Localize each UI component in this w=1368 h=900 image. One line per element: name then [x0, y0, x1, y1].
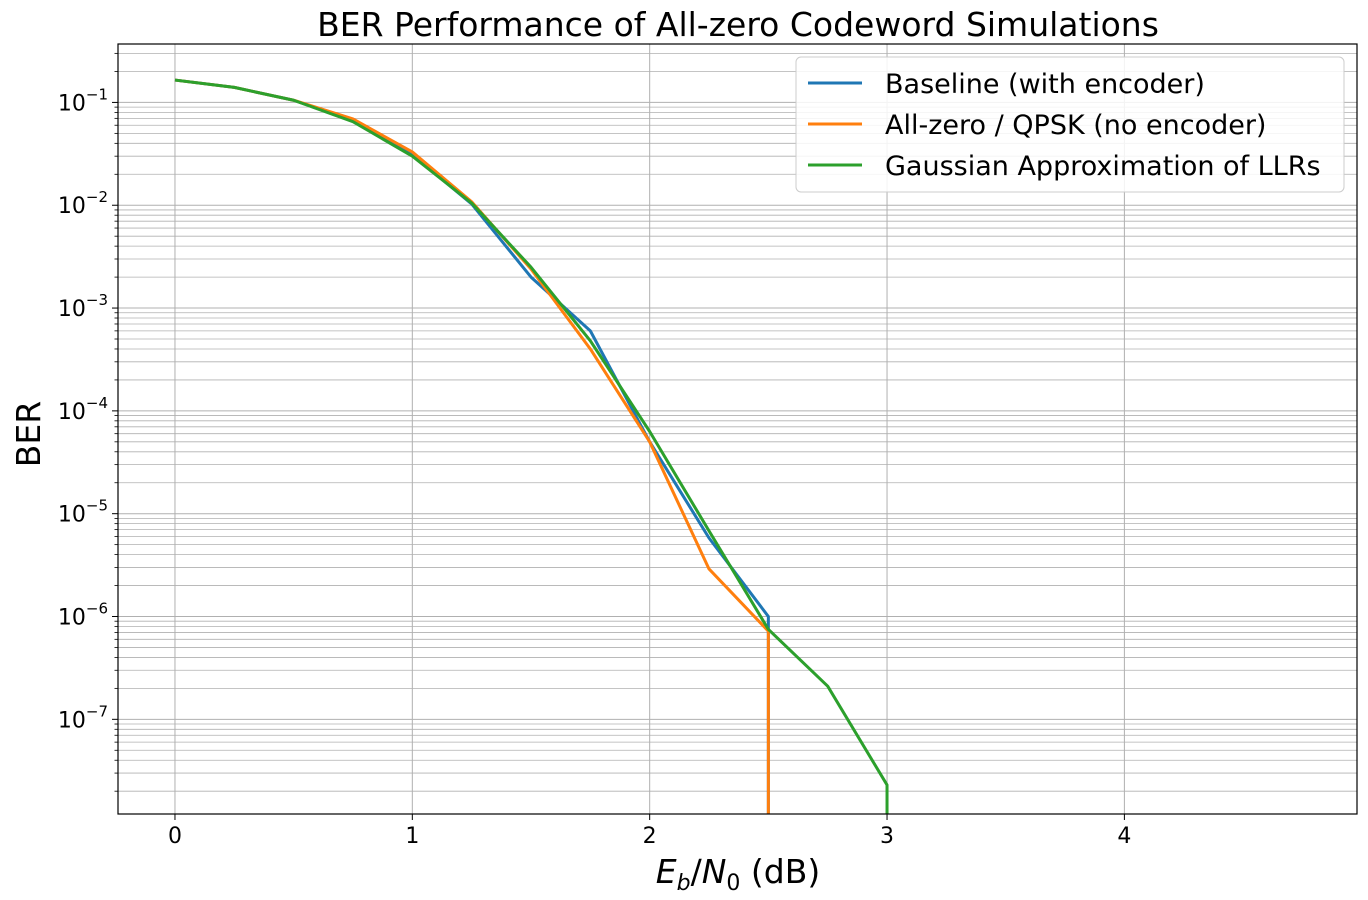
legend-label-2: All-zero / QPSK (no encoder) — [885, 110, 1266, 141]
x-tick-label: 1 — [405, 824, 419, 849]
legend-label-1: Baseline (with encoder) — [885, 69, 1205, 100]
y-tick-label: 10−2 — [58, 188, 108, 219]
y-tick-label: 10−5 — [58, 497, 108, 528]
x-label-slash: / — [691, 852, 703, 891]
legend: Baseline (with encoder) All-zero / QPSK (… — [795, 56, 1345, 193]
tick-labels: 0 1 2 3 4 10−7 10−6 10−5 10−4 10−3 10−2 10−1 — [58, 52, 1131, 849]
chart-title: BER Performance of All-zero Codeword Sim… — [317, 5, 1159, 44]
series-lines — [174, 78, 889, 814]
x-tick-label: 3 — [880, 824, 894, 849]
grid — [118, 44, 1357, 814]
x-tick-label: 2 — [643, 824, 657, 849]
y-tick-label: 10−4 — [58, 394, 108, 425]
plot-frame — [117, 43, 1358, 815]
legend-box — [795, 56, 1345, 193]
y-tick-label: 10−3 — [58, 291, 108, 322]
x-label-e: E — [656, 852, 677, 891]
series-line-2 — [174, 78, 770, 814]
series-line-3 — [174, 78, 889, 814]
x-label-zero-subscript: 0 — [726, 871, 740, 896]
x-label-n: N — [702, 852, 727, 891]
y-axis-label: BER — [9, 401, 48, 467]
x-axis-label: Eb/N0 (dB) — [656, 852, 820, 896]
y-tick-label: 10−1 — [58, 85, 108, 116]
y-tick-label: 10−7 — [58, 702, 108, 733]
x-label-b-subscript: b — [677, 871, 691, 896]
series-line-1 — [174, 78, 770, 814]
x-tick-label: 0 — [168, 824, 182, 849]
x-tick-label: 4 — [1117, 824, 1131, 849]
y-tick-label: 10−6 — [58, 600, 108, 631]
legend-label-3: Gaussian Approximation of LLRs — [885, 151, 1321, 182]
x-label-unit: (dB) — [740, 852, 820, 891]
